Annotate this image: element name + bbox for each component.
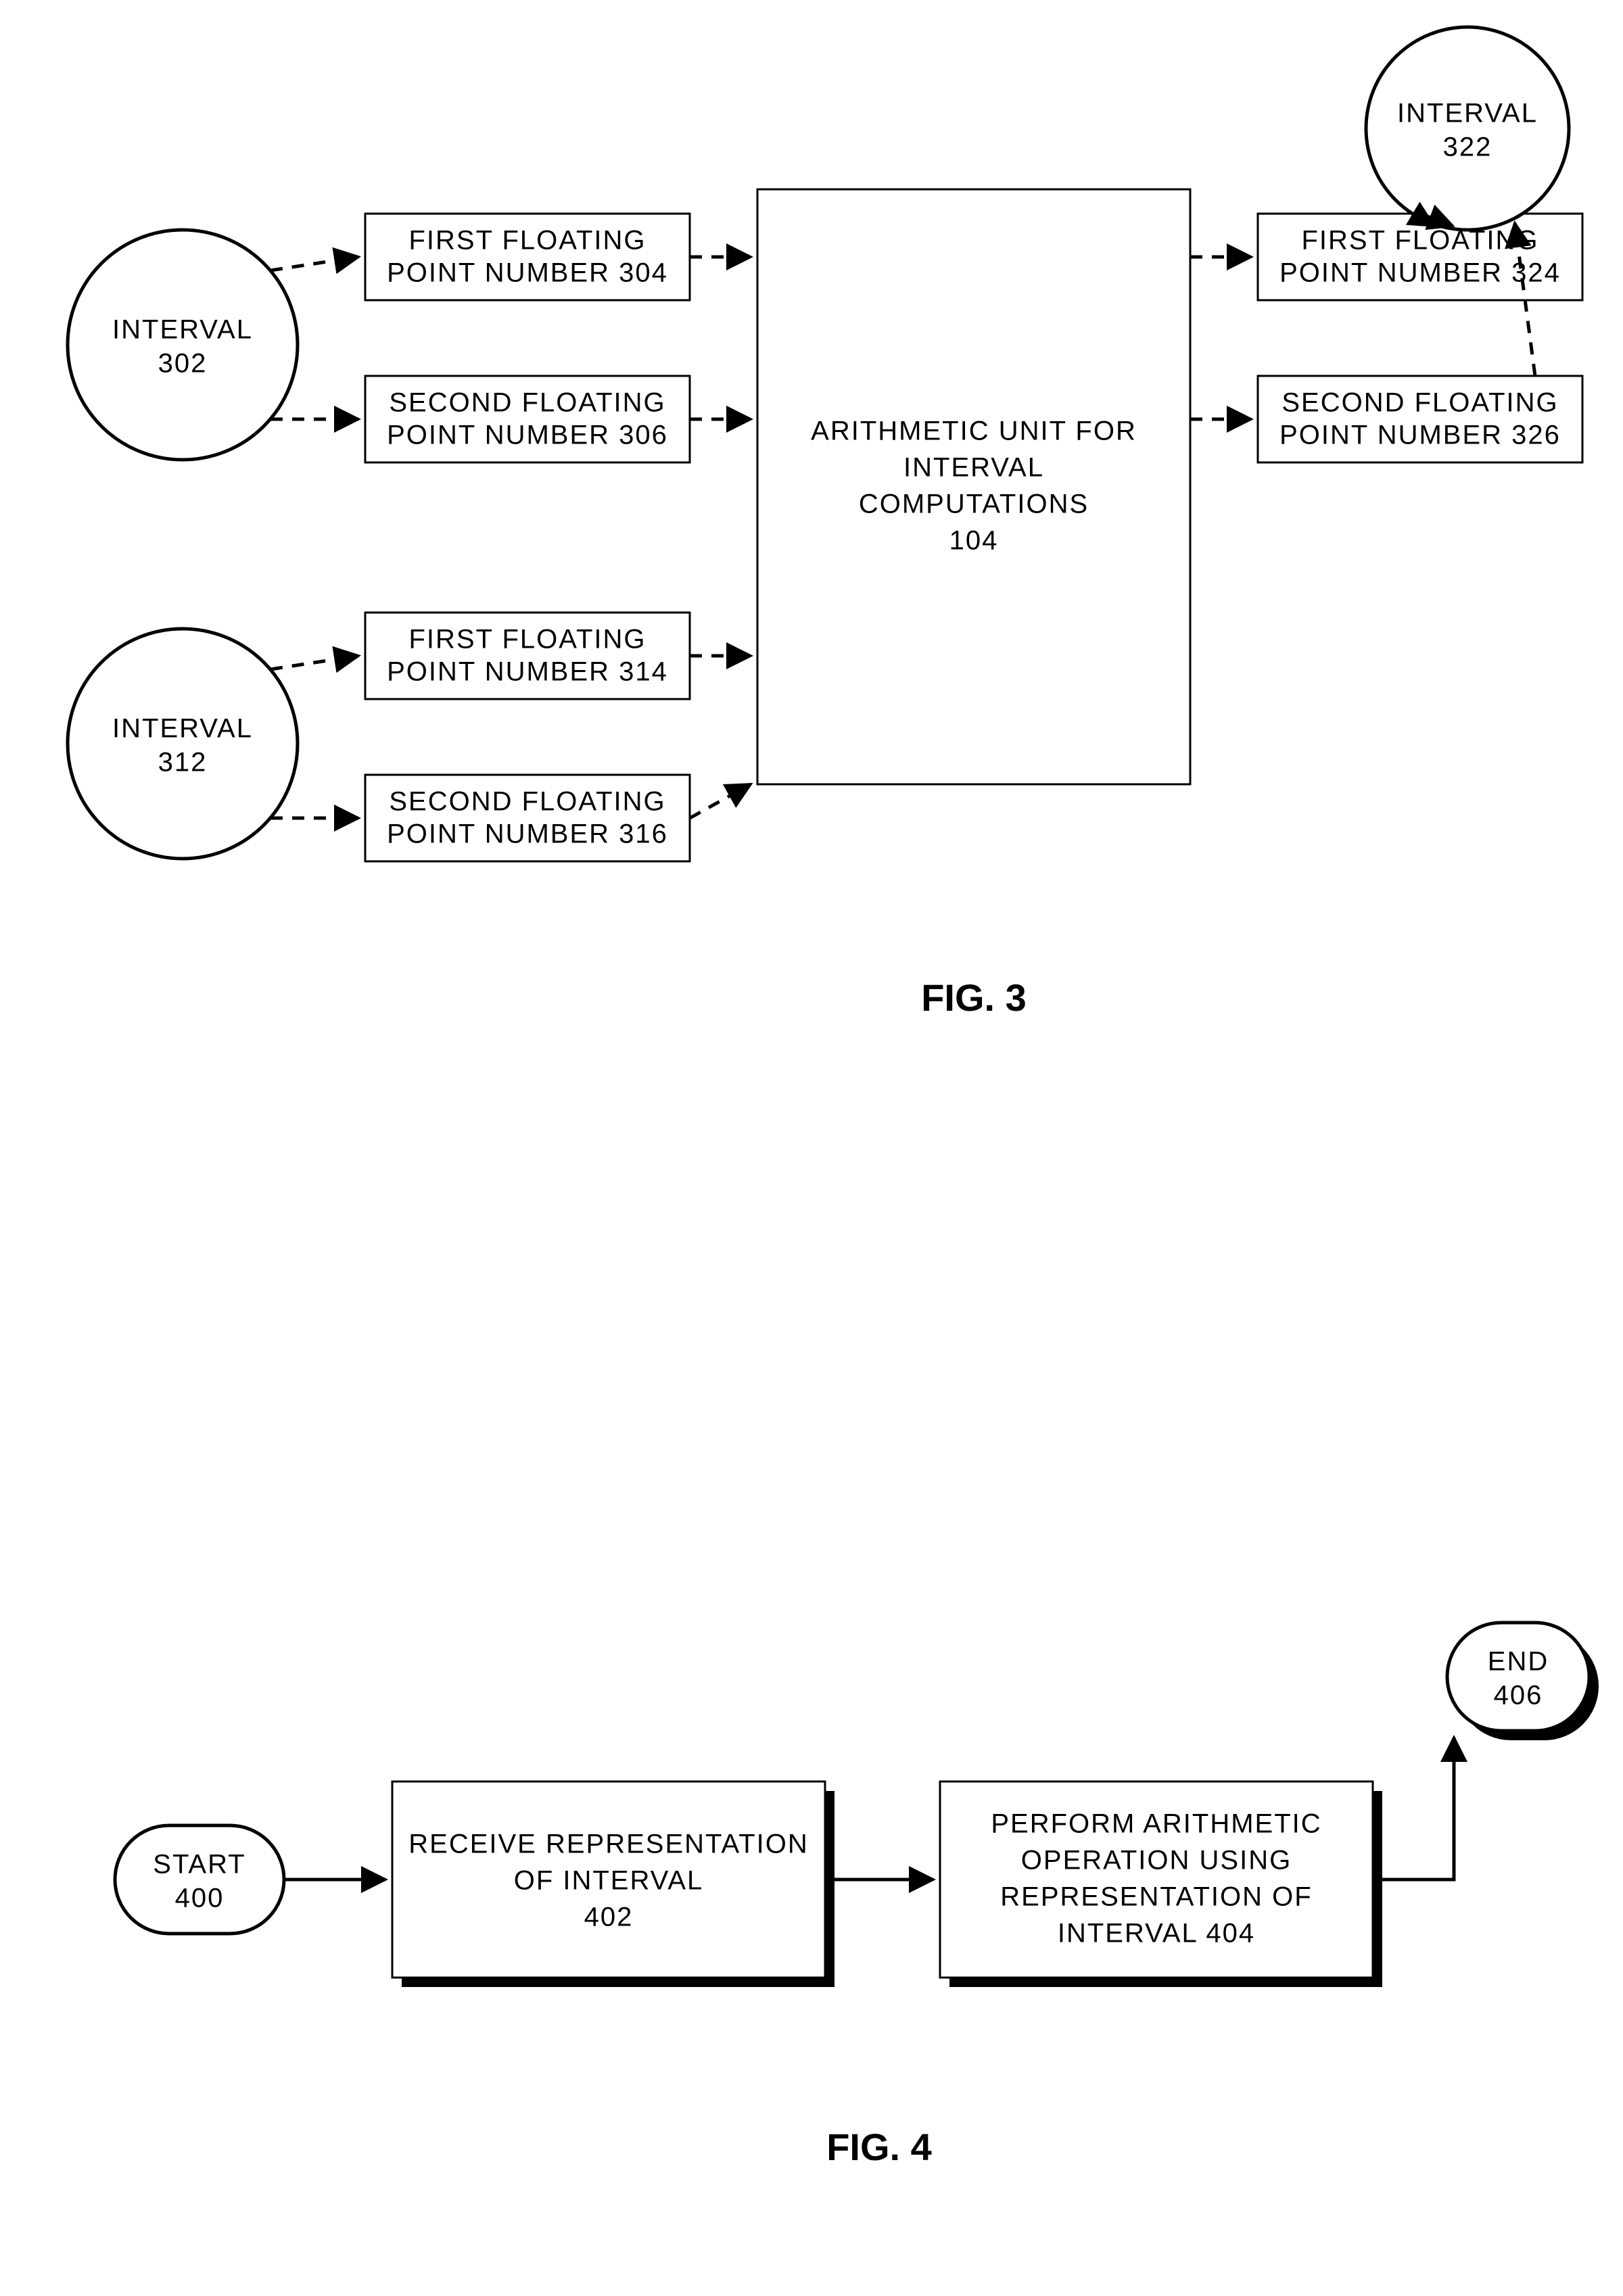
unit-line3: COMPUTATIONS	[859, 489, 1089, 519]
box-326: SECOND FLOATING POINT NUMBER 326	[1258, 376, 1582, 462]
start-num: 400	[175, 1884, 225, 1913]
box-404-line2: OPERATION USING	[1021, 1846, 1292, 1875]
box-314-line2: POINT NUMBER 314	[387, 657, 668, 687]
box-314-line1: FIRST FLOATING	[409, 625, 646, 654]
box-316-line1: SECOND FLOATING	[389, 787, 665, 817]
arrow-312-314	[270, 656, 358, 669]
box-306-line2: POINT NUMBER 306	[387, 421, 668, 450]
interval-322-num: 322	[1443, 133, 1492, 162]
box-304-line1: FIRST FLOATING	[409, 226, 646, 256]
interval-322: INTERVAL 322	[1366, 27, 1569, 230]
box-306-line1: SECOND FLOATING	[389, 388, 665, 418]
end-label: END	[1488, 1647, 1549, 1677]
fig4: START 400 RECEIVE REPRESENTATION OF INTE…	[115, 1623, 1599, 2168]
box-326-line1: SECOND FLOATING	[1281, 388, 1558, 418]
interval-322-label: INTERVAL	[1397, 99, 1538, 128]
fig3: INTERVAL 302 INTERVAL 312 FIRST FLOATING…	[68, 27, 1582, 1019]
unit-line4: 104	[949, 526, 999, 556]
start-400: START 400	[115, 1825, 284, 1934]
unit-line1: ARITHMETIC UNIT FOR	[811, 416, 1137, 446]
box-324-line1: FIRST FLOATING	[1302, 226, 1539, 256]
end-num: 406	[1494, 1681, 1543, 1711]
box-304: FIRST FLOATING POINT NUMBER 304	[365, 214, 690, 300]
fig4-label: FIG. 4	[826, 2126, 932, 2168]
box-306: SECOND FLOATING POINT NUMBER 306	[365, 376, 690, 462]
arrow-404-end	[1382, 1738, 1454, 1880]
arithmetic-unit-104: ARITHMETIC UNIT FOR INTERVAL COMPUTATION…	[757, 189, 1190, 784]
interval-302-num: 302	[158, 349, 208, 379]
box-314: FIRST FLOATING POINT NUMBER 314	[365, 613, 690, 699]
interval-312-num: 312	[158, 748, 208, 778]
box-404-line1: PERFORM ARITHMETIC	[991, 1809, 1321, 1839]
box-326-line2: POINT NUMBER 326	[1279, 421, 1561, 450]
box-402-line3: 402	[584, 1903, 634, 1932]
interval-312-label: INTERVAL	[112, 714, 253, 744]
fig3-label: FIG. 3	[921, 976, 1027, 1019]
interval-302: INTERVAL 302	[68, 230, 298, 460]
interval-312: INTERVAL 312	[68, 629, 298, 859]
box-316-line2: POINT NUMBER 316	[387, 819, 668, 849]
end-406: END 406	[1447, 1623, 1599, 1740]
box-304-line2: POINT NUMBER 304	[387, 258, 668, 288]
diagram-canvas: INTERVAL 302 INTERVAL 312 FIRST FLOATING…	[0, 0, 1623, 2296]
box-316: SECOND FLOATING POINT NUMBER 316	[365, 775, 690, 861]
box-404-line4: INTERVAL 404	[1058, 1919, 1255, 1948]
box-404: PERFORM ARITHMETIC OPERATION USING REPRE…	[940, 1781, 1382, 1987]
unit-line2: INTERVAL	[903, 453, 1044, 483]
interval-302-label: INTERVAL	[112, 315, 253, 345]
box-402-line2: OF INTERVAL	[514, 1866, 704, 1896]
box-402-line1: RECEIVE REPRESENTATION	[408, 1829, 809, 1859]
start-label: START	[153, 1850, 245, 1880]
box-404-line3: REPRESENTATION OF	[1000, 1882, 1312, 1912]
box-324: FIRST FLOATING POINT NUMBER 324	[1258, 214, 1582, 300]
arrow-302-304	[270, 257, 358, 270]
arrow-316-unit	[690, 784, 751, 818]
box-402: RECEIVE REPRESENTATION OF INTERVAL 402	[392, 1781, 834, 1987]
